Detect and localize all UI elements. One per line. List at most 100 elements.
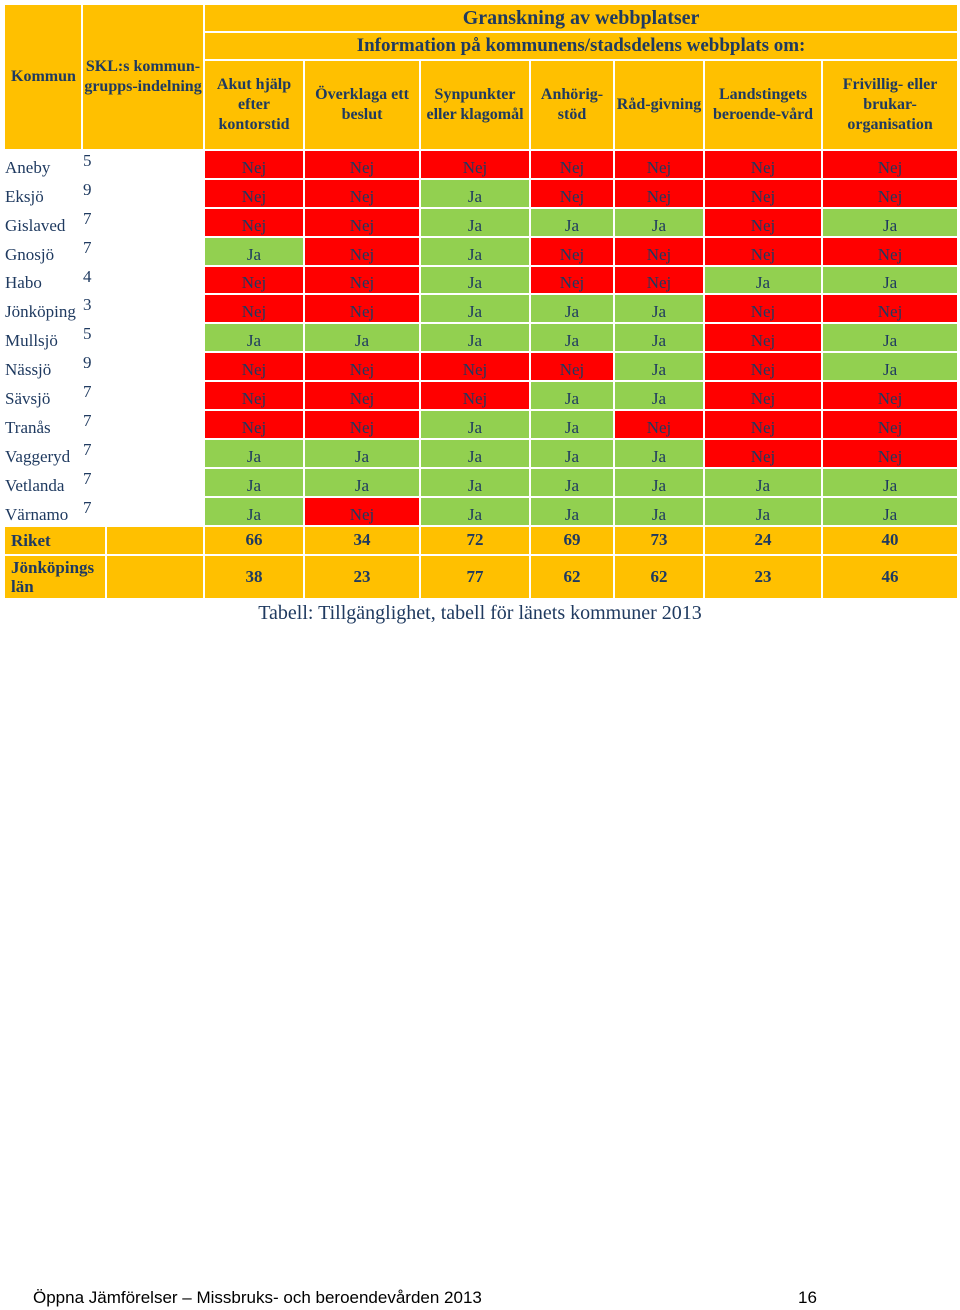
availability-cell: Nej bbox=[821, 177, 960, 209]
column-header-synpunkter: Synpunkter eller klagomål bbox=[419, 59, 532, 151]
skl-group-value: 3 bbox=[80, 293, 206, 325]
skl-group-value: 7 bbox=[80, 409, 206, 440]
availability-cell: Nej bbox=[303, 235, 422, 267]
summary-value: 62 bbox=[613, 553, 706, 600]
availability-cell: Nej bbox=[419, 149, 532, 180]
availability-cell: Ja bbox=[203, 495, 306, 527]
availability-cell: Ja bbox=[529, 322, 616, 354]
availability-cell: Ja bbox=[419, 235, 532, 267]
availability-cell: Ja bbox=[529, 466, 616, 498]
availability-cell: Ja bbox=[203, 466, 306, 498]
availability-cell: Ja bbox=[613, 495, 706, 527]
availability-cell: Nej bbox=[203, 206, 306, 238]
availability-cell: Nej bbox=[529, 264, 616, 296]
page-number: 16 bbox=[798, 1288, 817, 1307]
summary-value: 77 bbox=[419, 553, 532, 600]
availability-cell: Nej bbox=[303, 206, 422, 238]
availability-cell: Nej bbox=[303, 351, 422, 383]
availability-cell: Ja bbox=[613, 380, 706, 412]
availability-cell: Nej bbox=[203, 380, 306, 412]
municipality-name: Sävsjö bbox=[3, 380, 83, 412]
availability-cell: Nej bbox=[203, 293, 306, 325]
availability-cell: Nej bbox=[821, 380, 960, 412]
availability-cell: Nej bbox=[203, 264, 306, 296]
availability-cell: Nej bbox=[419, 351, 532, 383]
availability-cell: Nej bbox=[703, 409, 824, 440]
availability-cell: Ja bbox=[529, 206, 616, 238]
summary-value: 46 bbox=[821, 553, 960, 600]
availability-cell: Nej bbox=[303, 177, 422, 209]
table-row: Eksjö 9 Nej Nej Ja Nej Nej Nej Nej bbox=[3, 177, 960, 209]
availability-cell: Nej bbox=[821, 409, 960, 440]
summary-value: 38 bbox=[203, 553, 306, 600]
availability-cell: Ja bbox=[821, 264, 960, 296]
summary-value: 62 bbox=[529, 553, 616, 600]
column-header-frivillig: Frivillig- eller brukar-organisation bbox=[821, 59, 960, 151]
availability-cell: Nej bbox=[303, 495, 422, 527]
availability-cell: Nej bbox=[303, 149, 422, 180]
table-row: Jönköping 3 Nej Nej Ja Ja Ja Nej Nej bbox=[3, 293, 960, 325]
availability-cell: Nej bbox=[203, 149, 306, 180]
availability-cell: Nej bbox=[703, 206, 824, 238]
availability-cell: Ja bbox=[821, 351, 960, 383]
availability-cell: Ja bbox=[303, 466, 422, 498]
municipality-name: Nässjö bbox=[3, 351, 83, 383]
availability-cell: Nej bbox=[703, 149, 824, 180]
availability-cell: Ja bbox=[303, 437, 422, 469]
skl-group-value: 7 bbox=[80, 466, 206, 498]
column-header-overklaga: Överklaga ett beslut bbox=[303, 59, 422, 151]
availability-table: Kommun SKL:s kommun-grupps-indelning Gra… bbox=[3, 3, 960, 600]
summary-value: 40 bbox=[821, 524, 960, 556]
summary-value: 73 bbox=[613, 524, 706, 556]
availability-cell: Ja bbox=[419, 495, 532, 527]
skl-group-value: 9 bbox=[80, 351, 206, 383]
availability-cell: Ja bbox=[613, 322, 706, 354]
availability-cell: Ja bbox=[419, 293, 532, 325]
availability-cell: Nej bbox=[613, 177, 706, 209]
municipality-name: Gnosjö bbox=[3, 235, 83, 267]
availability-cell: Nej bbox=[821, 437, 960, 469]
availability-cell: Nej bbox=[303, 293, 422, 325]
table-row: Nässjö 9 Nej Nej Nej Nej Ja Nej Ja bbox=[3, 351, 960, 383]
availability-cell: Ja bbox=[419, 322, 532, 354]
availability-cell: Nej bbox=[203, 177, 306, 209]
availability-cell: Nej bbox=[529, 351, 616, 383]
availability-cell: Nej bbox=[613, 409, 706, 440]
availability-cell: Ja bbox=[303, 322, 422, 354]
availability-cell: Ja bbox=[529, 293, 616, 325]
municipality-name: Vaggeryd bbox=[3, 437, 83, 469]
availability-cell: Ja bbox=[529, 495, 616, 527]
availability-cell: Ja bbox=[419, 206, 532, 238]
column-header-landstingets: Landstingets beroende-vård bbox=[703, 59, 824, 151]
summary-value: 72 bbox=[419, 524, 532, 556]
table-row: Aneby 5 Nej Nej Nej Nej Nej Nej Nej bbox=[3, 149, 960, 180]
skl-group-value: 7 bbox=[80, 380, 206, 412]
availability-cell: Nej bbox=[303, 264, 422, 296]
availability-cell: Nej bbox=[613, 149, 706, 180]
availability-cell: Nej bbox=[821, 235, 960, 267]
municipality-name: Eksjö bbox=[3, 177, 83, 209]
summary-value: 23 bbox=[703, 553, 824, 600]
availability-cell: Ja bbox=[203, 437, 306, 469]
summary-row: Jönköpings län 38 23 77 62 62 23 46 bbox=[3, 553, 960, 600]
column-header-anhorigstod: Anhörig-stöd bbox=[529, 59, 616, 151]
skl-group-value: 5 bbox=[80, 322, 206, 354]
municipality-name: Habo bbox=[3, 264, 83, 296]
table-row: Gnosjö 7 Ja Nej Ja Nej Nej Nej Nej bbox=[3, 235, 960, 267]
availability-cell: Nej bbox=[703, 177, 824, 209]
skl-group-value: 7 bbox=[80, 495, 206, 527]
summary-value: 66 bbox=[203, 524, 306, 556]
availability-cell: Ja bbox=[419, 409, 532, 440]
availability-cell: Ja bbox=[203, 235, 306, 267]
availability-cell: Ja bbox=[613, 351, 706, 383]
skl-group-value: 7 bbox=[80, 206, 206, 238]
summary-label: Riket bbox=[3, 524, 107, 556]
availability-cell: Ja bbox=[703, 495, 824, 527]
skl-group-value: 4 bbox=[80, 264, 206, 296]
municipality-name: Tranås bbox=[3, 409, 83, 440]
availability-cell: Ja bbox=[821, 206, 960, 238]
availability-cell: Ja bbox=[419, 264, 532, 296]
summary-value: 69 bbox=[529, 524, 616, 556]
availability-cell: Nej bbox=[529, 235, 616, 267]
availability-cell: Ja bbox=[821, 495, 960, 527]
